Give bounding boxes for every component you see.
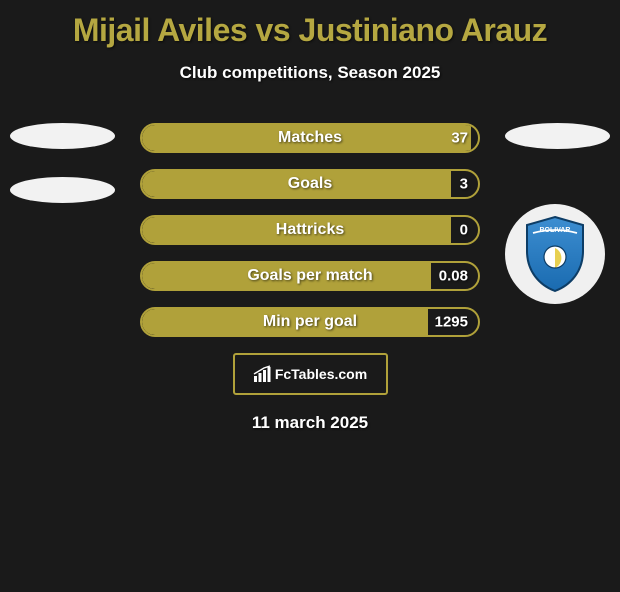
shield-text: BOLIVAR — [540, 227, 571, 234]
placeholder-ellipse — [505, 123, 610, 149]
stat-bar-row: Hattricks 0 — [140, 215, 480, 245]
bar-chart-icon — [253, 365, 271, 383]
stat-bar-label: Hattricks — [276, 221, 344, 239]
stat-bar-label: Matches — [278, 129, 342, 147]
stat-bar-row: Matches 37 — [140, 123, 480, 153]
stat-bar-value: 3 — [460, 176, 468, 193]
placeholder-ellipse — [10, 177, 115, 203]
stat-bar-label: Min per goal — [263, 313, 357, 331]
stat-bar-row: Min per goal 1295 — [140, 307, 480, 337]
stat-bar-value: 37 — [451, 130, 468, 147]
page-title: Mijail Aviles vs Justiniano Arauz — [0, 12, 620, 49]
stat-bars: Matches 37 Goals 3 Hattricks 0 Goals per match… — [140, 123, 480, 337]
date-label: 11 march 2025 — [20, 413, 600, 433]
stat-bar-row: Goals per match 0.08 — [140, 261, 480, 291]
comparison-stage: BOLIVAR Matches 37 Goals 3 Hattricks 0 Goals p… — [0, 123, 620, 433]
placeholder-ellipse — [10, 123, 115, 149]
left-player-placeholders — [10, 123, 115, 231]
brand-label: FcTables.com — [275, 366, 367, 382]
stat-bar-label: Goals — [288, 175, 332, 193]
stat-bar-value: 1295 — [435, 314, 468, 331]
subtitle: Club competitions, Season 2025 — [0, 63, 620, 83]
stat-bar-value: 0.08 — [439, 268, 468, 285]
brand-box[interactable]: FcTables.com — [233, 353, 388, 395]
stat-bar-label: Goals per match — [247, 267, 372, 285]
club-badge-wrap: BOLIVAR — [505, 204, 605, 304]
stat-bar-value: 0 — [460, 222, 468, 239]
club-shield-icon: BOLIVAR — [521, 215, 589, 293]
stat-bar-row: Goals 3 — [140, 169, 480, 199]
right-player-placeholders: BOLIVAR — [505, 123, 610, 304]
